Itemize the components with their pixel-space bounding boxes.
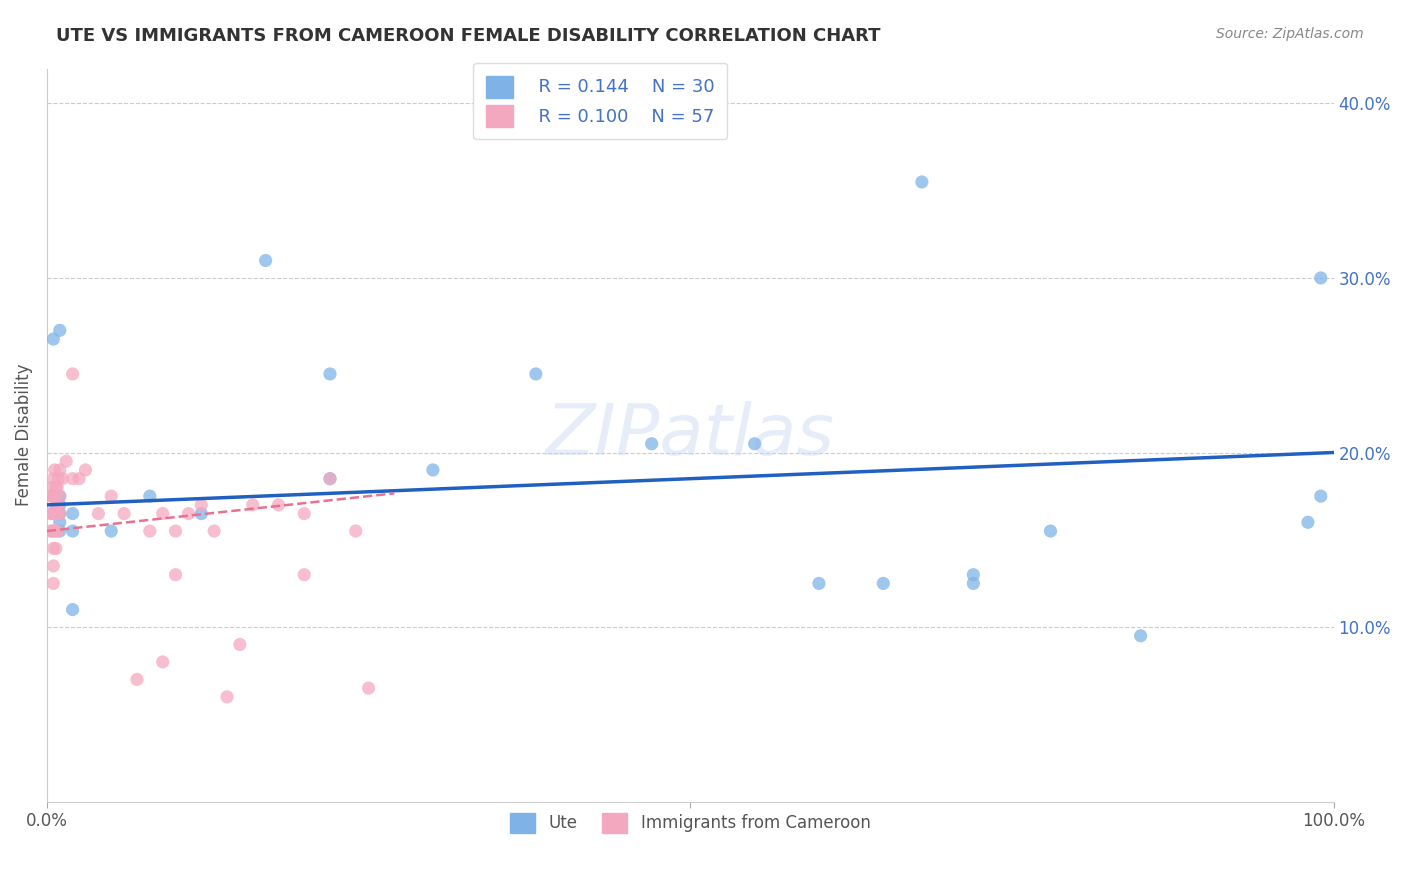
Point — [267, 498, 290, 512]
Point — [42, 558, 65, 573]
Point — [41, 480, 63, 494]
Point — [46, 524, 69, 538]
Point — [1309, 271, 1331, 285]
Point — [42, 332, 65, 346]
Point — [49, 489, 72, 503]
Point — [45, 498, 67, 512]
Point — [357, 681, 380, 695]
Point — [640, 437, 662, 451]
Point — [1309, 489, 1331, 503]
Point — [41, 507, 63, 521]
Point — [152, 507, 174, 521]
Point — [911, 175, 934, 189]
Point — [42, 507, 65, 521]
Point — [49, 323, 72, 337]
Point — [44, 489, 66, 503]
Point — [807, 576, 830, 591]
Point — [49, 524, 72, 538]
Point — [165, 524, 187, 538]
Point — [125, 673, 148, 687]
Point — [215, 690, 238, 704]
Point — [39, 524, 62, 538]
Point — [292, 507, 315, 521]
Point — [41, 524, 63, 538]
Text: Source: ZipAtlas.com: Source: ZipAtlas.com — [1216, 27, 1364, 41]
Point — [48, 472, 70, 486]
Point — [62, 472, 84, 486]
Point — [1296, 516, 1319, 530]
Point — [242, 498, 264, 512]
Legend: Ute, Immigrants from Cameroon: Ute, Immigrants from Cameroon — [498, 801, 882, 845]
Point — [51, 472, 73, 486]
Point — [42, 472, 65, 486]
Point — [139, 524, 162, 538]
Point — [41, 489, 63, 503]
Point — [344, 524, 367, 538]
Point — [75, 463, 97, 477]
Point — [229, 638, 252, 652]
Point — [45, 541, 67, 556]
Point — [177, 507, 200, 521]
Text: UTE VS IMMIGRANTS FROM CAMEROON FEMALE DISABILITY CORRELATION CHART: UTE VS IMMIGRANTS FROM CAMEROON FEMALE D… — [56, 27, 880, 45]
Point — [87, 507, 110, 521]
Point — [39, 489, 62, 503]
Point — [112, 507, 135, 521]
Point — [44, 463, 66, 477]
Point — [1129, 629, 1152, 643]
Point — [67, 472, 90, 486]
Point — [49, 507, 72, 521]
Point — [962, 576, 984, 591]
Point — [42, 524, 65, 538]
Point — [100, 524, 122, 538]
Point — [46, 498, 69, 512]
Point — [319, 367, 342, 381]
Point — [42, 541, 65, 556]
Point — [42, 489, 65, 503]
Point — [44, 507, 66, 521]
Y-axis label: Female Disability: Female Disability — [15, 364, 32, 507]
Point — [55, 454, 77, 468]
Point — [100, 489, 122, 503]
Point — [254, 253, 277, 268]
Point — [139, 489, 162, 503]
Point — [1039, 524, 1062, 538]
Point — [292, 567, 315, 582]
Point — [165, 567, 187, 582]
Point — [319, 472, 342, 486]
Text: ZIPatlas: ZIPatlas — [546, 401, 835, 469]
Point — [49, 489, 72, 503]
Point — [190, 498, 212, 512]
Point — [49, 498, 72, 512]
Point — [62, 367, 84, 381]
Point — [45, 480, 67, 494]
Point — [872, 576, 894, 591]
Point — [422, 463, 444, 477]
Point — [46, 480, 69, 494]
Point — [62, 507, 84, 521]
Point — [319, 472, 342, 486]
Point — [524, 367, 547, 381]
Point — [49, 463, 72, 477]
Point — [45, 507, 67, 521]
Point — [42, 576, 65, 591]
Point — [202, 524, 225, 538]
Point — [744, 437, 766, 451]
Point — [190, 507, 212, 521]
Point — [39, 507, 62, 521]
Point — [48, 507, 70, 521]
Point — [62, 602, 84, 616]
Point — [152, 655, 174, 669]
Point — [62, 524, 84, 538]
Point — [49, 516, 72, 530]
Point — [45, 524, 67, 538]
Point — [962, 567, 984, 582]
Point — [49, 507, 72, 521]
